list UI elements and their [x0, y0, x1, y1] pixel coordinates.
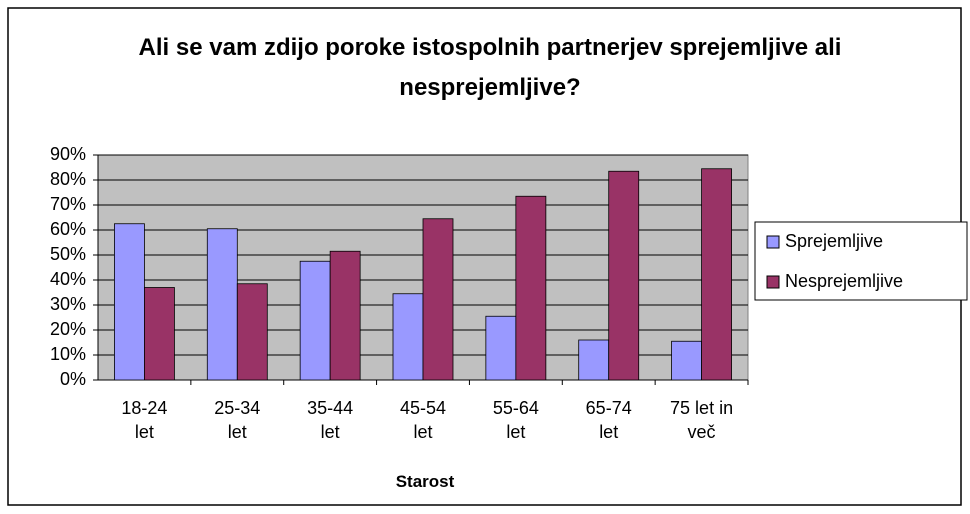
bar: [329, 250, 361, 381]
y-tick-label: 80%: [50, 169, 86, 189]
x-tick-label: 18-24 let: [121, 398, 168, 442]
x-tick-label: 55-64 let: [492, 398, 539, 442]
y-tick-label: 60%: [50, 219, 86, 239]
bar: [515, 195, 547, 381]
bar: [485, 315, 517, 381]
bar: [392, 293, 424, 381]
bar: [578, 339, 610, 381]
legend-swatch: [766, 275, 780, 289]
bar: [114, 223, 145, 381]
x-tick-label: 75 let in več: [670, 398, 734, 442]
bar: [671, 340, 702, 381]
legend-label: Nesprejemljive: [785, 271, 903, 291]
bar: [299, 260, 331, 381]
bar: [701, 168, 732, 381]
x-tick-label: 35-44 let: [307, 398, 354, 442]
y-tick-label: 70%: [50, 194, 86, 214]
x-tick-label: 45-54 let: [399, 398, 447, 442]
x-axis-title: Starost: [395, 472, 455, 491]
legend-swatch: [766, 235, 780, 249]
bar: [144, 287, 175, 381]
bar: [206, 228, 238, 381]
y-tick-label: 40%: [50, 269, 86, 289]
x-tick-label: 25-34 let: [214, 398, 261, 442]
y-tick-label: 30%: [50, 294, 86, 314]
chart-title: Ali se vam zdijo poroke istospolnih part…: [138, 34, 842, 101]
x-tick-label: 65-74 let: [585, 398, 632, 442]
bar: [608, 170, 640, 381]
y-tick-label: 90%: [50, 144, 86, 164]
y-tick-label: 50%: [50, 244, 86, 264]
bar: [236, 283, 268, 381]
y-tick-label: 20%: [50, 319, 86, 339]
y-tick-label: 10%: [50, 344, 86, 364]
legend-box: [754, 221, 968, 301]
legend-label: Sprejemljive: [785, 231, 883, 251]
bar: [422, 218, 454, 381]
y-tick-label: 0%: [60, 369, 86, 389]
